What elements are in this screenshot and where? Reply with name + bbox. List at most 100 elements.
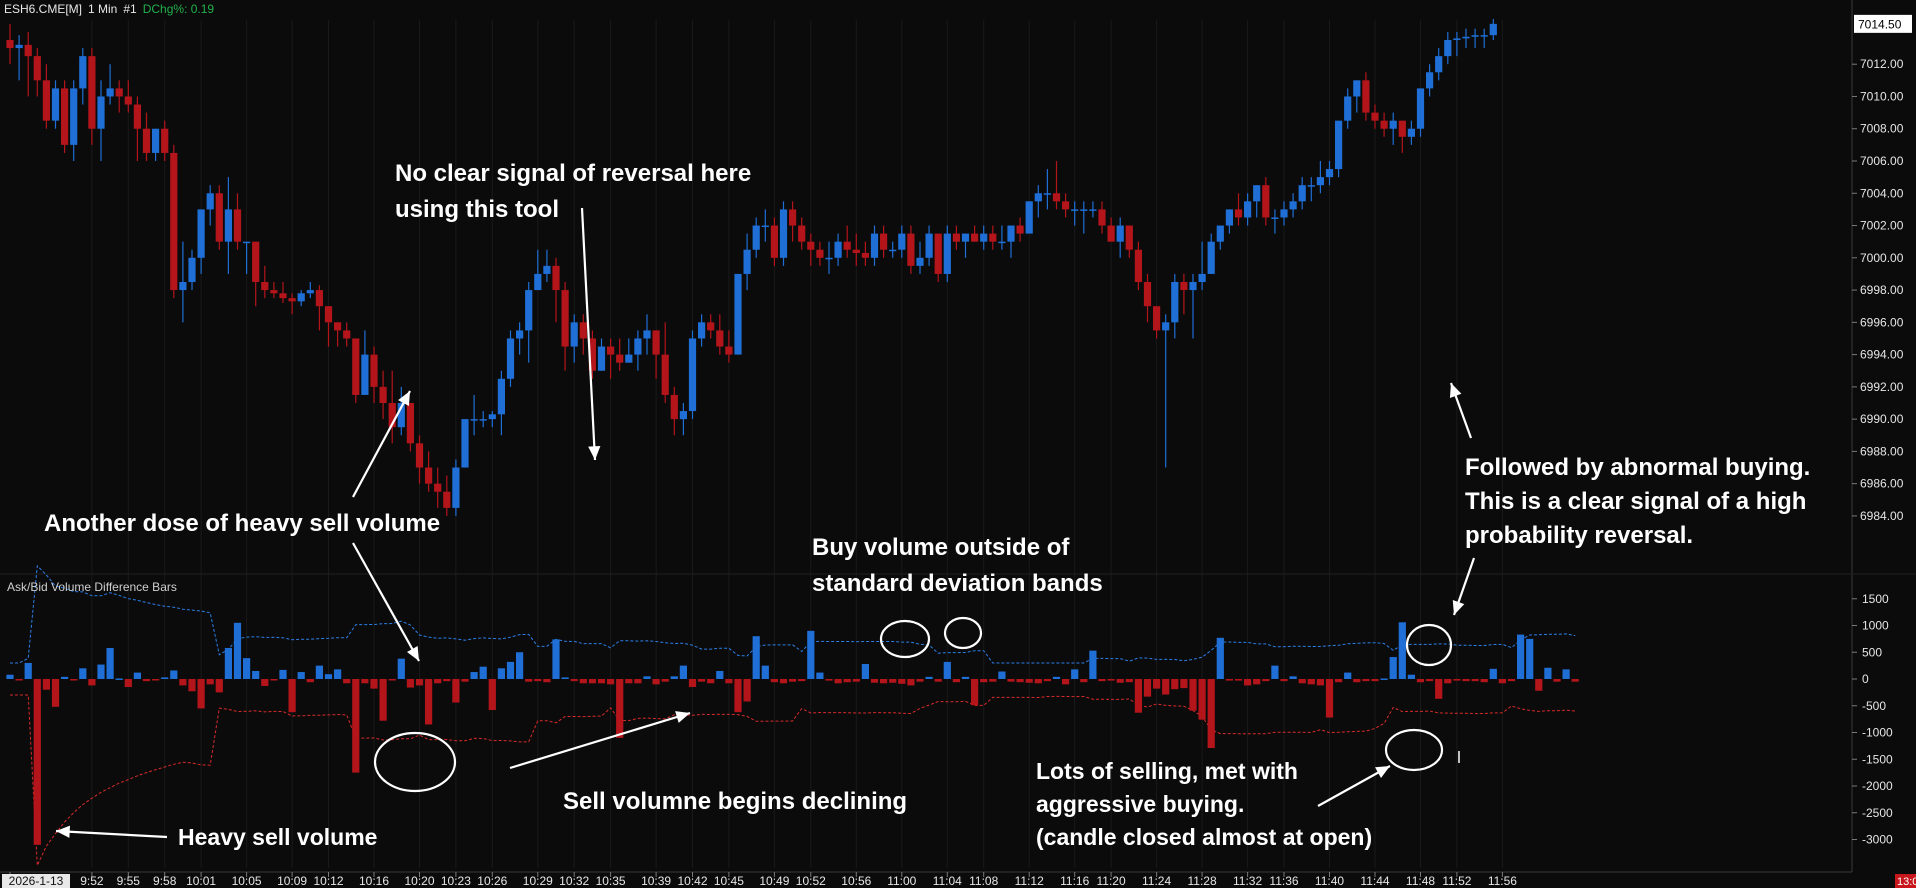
volume-bar [789,679,797,682]
candle-body [1162,322,1170,331]
volume-bar [1034,679,1042,684]
candle-body [1280,209,1288,218]
time-tick-label: 11:40 [1315,874,1344,888]
candle-body [170,152,178,291]
volume-bar [834,679,842,684]
candle-body [497,378,505,415]
price-axis[interactable]: 7012.00 7010.00 7008.00 7006.00 7004.00 7002.… [1851,0,1912,872]
volume-bar [1244,679,1252,686]
volume-bar [334,669,342,679]
candle-body [1298,185,1306,202]
candle-body [1262,185,1270,218]
volume-bar [42,679,50,690]
candle-body [1353,80,1361,97]
volume-bar [734,679,742,713]
candle-body [961,233,970,242]
candle-body [361,354,369,395]
volume-bar [807,630,815,679]
candle-body [15,44,23,49]
candle-body [452,467,460,508]
volume-bar [670,676,678,679]
candle-body [907,233,915,266]
volume-bar [170,670,178,679]
circle-abnormal-buying [1405,623,1453,667]
candle-body [479,419,487,421]
arrow-heavy-sell-shaft [55,829,168,839]
annotation-buy-volume-line2: standard deviation bands [812,570,1103,597]
volume-tick-label: -3000 [1862,833,1893,847]
candle-body [33,56,41,81]
candle-body [279,293,287,299]
candle-body [315,290,323,307]
volume-bar [1471,679,1479,682]
volume-bar [379,679,387,721]
annotation-sell-declining: Sell volumne begins declining [563,788,907,815]
candle-body [770,225,778,258]
candle-body [1398,120,1406,137]
volume-bar [24,662,32,679]
candle-body [898,233,906,250]
volume-bar [943,661,951,679]
candle-body [306,290,314,294]
volume-bar [843,679,851,683]
volume-bar [1016,679,1024,683]
candle-body [343,330,351,339]
volume-bar [561,677,569,679]
candle-body [1225,209,1233,226]
volume-axis[interactable]: 1500 1000 500 0 -500 -1000 -1500 -2000 -2500 -300… [1852,592,1893,847]
volume-bar [679,665,687,679]
time-tick-label: 11:08 [969,874,998,888]
arrow-no-clear-signal-head [588,446,601,460]
candle-body [679,411,687,420]
volume-bar [816,672,824,679]
candle-body [843,241,851,250]
candle-body [607,346,615,355]
volume-bar [33,679,41,845]
candle-body [925,233,933,258]
candle-body [161,128,169,153]
candle-body [707,322,715,331]
candle-body [1289,201,1297,210]
volume-bar [1189,679,1197,711]
candle-body [579,322,587,339]
volume-bar [1507,679,1516,682]
candle-body [124,96,132,105]
last-price-marker [1854,14,1912,33]
time-tick-label: 10:56 [841,874,871,888]
annotation-another-dose: Another dose of heavy sell volume [44,510,440,537]
volume-bar [1526,638,1534,679]
candle-body [1335,120,1343,170]
arrow-lots-of-selling-shaft [1317,765,1391,807]
volume-bar [61,676,69,679]
candle-body [51,88,60,121]
volume-bar [1280,679,1288,682]
candle-body [743,249,751,274]
candle-body [1180,282,1188,291]
candle-body [1007,225,1015,242]
volume-bar [197,679,205,709]
candle-body [1143,282,1152,307]
symbol-label: ESH6.CME[M] 1 Min #1 DChg%: 0.19 [4,2,214,16]
volume-bar [552,639,560,679]
candle-body [1389,120,1397,129]
candle-body [816,249,824,258]
last-price-label: 7014.50 [1858,17,1902,31]
price-tick-label: 6994.00 [1860,348,1904,362]
time-tick-label: 10:05 [232,874,262,888]
volume-bar [643,676,651,679]
time-tick-label: 10:52 [796,874,826,888]
time-axis[interactable]: 2026-1-13 9:52 9:55 9:58 10:01 10:05 10:09 10:1… [0,871,1916,888]
volume-bar [980,679,988,683]
price-pane[interactable] [6,19,1503,868]
volume-bar [1380,678,1388,680]
volume-bar [1143,679,1152,697]
candle-body [1025,201,1033,234]
candle-body [97,96,105,129]
volume-bar [907,679,915,686]
candle-body [1062,201,1070,210]
candle-body [1244,201,1252,218]
volume-difference-pane[interactable] [0,564,1916,866]
candle-body [807,241,815,250]
volume-bar [1253,679,1261,685]
